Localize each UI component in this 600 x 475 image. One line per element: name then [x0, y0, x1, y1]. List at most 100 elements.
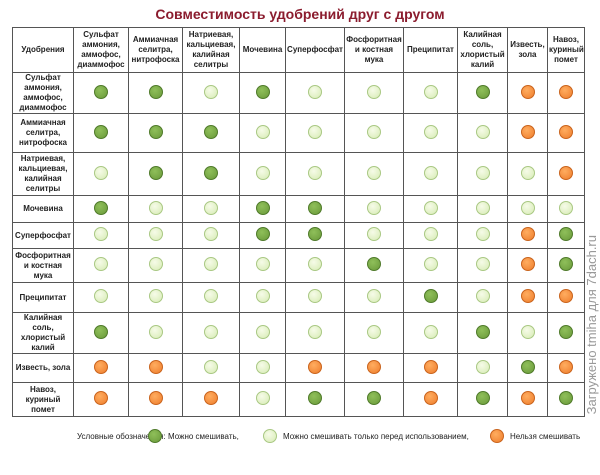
table-row: Суперфосфат — [12, 222, 585, 249]
compat-cell — [507, 72, 548, 114]
row-header: Преципитат — [12, 282, 74, 313]
light-green-dot-icon — [255, 359, 270, 374]
row-header: Мочевина — [12, 195, 74, 223]
legend-light-label: Можно смешивать только перед использован… — [283, 432, 469, 441]
light-green-dot-icon — [367, 324, 381, 339]
table-row: Калийная соль, хлористый калий — [12, 312, 585, 354]
compat-cell — [403, 312, 458, 354]
compat-cell — [73, 353, 129, 383]
green-dot-icon — [475, 84, 490, 99]
light-green-dot-icon — [559, 200, 573, 215]
light-green-dot-icon — [367, 84, 381, 99]
table-row: Сульфат аммония, аммофос, диаммофос — [12, 72, 585, 114]
light-green-dot-icon — [148, 324, 163, 339]
green-dot-icon — [520, 359, 535, 374]
green-dot-icon — [559, 324, 573, 339]
compat-cell — [457, 282, 508, 313]
table-row: Преципитат — [12, 282, 585, 313]
light-green-dot-icon — [204, 227, 218, 241]
orange-dot-icon — [94, 391, 108, 405]
compat-cell — [547, 282, 585, 313]
legend-orange-label: Нельзя смешивать — [510, 432, 581, 441]
compat-cell — [547, 353, 585, 383]
green-dot-icon — [308, 227, 322, 241]
compat-cell — [344, 312, 404, 354]
light-green-dot-icon — [94, 165, 108, 180]
compat-cell — [128, 248, 183, 283]
green-dot-icon — [204, 124, 218, 139]
orange-dot-icon — [204, 391, 218, 405]
compat-cell — [457, 195, 508, 223]
compat-cell — [73, 72, 129, 114]
orange-dot-icon — [94, 359, 108, 374]
compat-cell — [239, 248, 286, 283]
compat-cell — [457, 382, 508, 417]
green-dot-icon — [94, 324, 108, 339]
compat-cell — [285, 353, 345, 383]
column-header: Навоз, куриный помет — [547, 27, 585, 73]
compat-cell — [239, 113, 286, 153]
compat-cell — [73, 222, 129, 249]
light-green-dot-icon — [475, 200, 490, 215]
compat-cell — [344, 282, 404, 313]
green-dot-icon — [148, 124, 163, 139]
green-dot-icon — [559, 227, 573, 241]
light-green-dot-icon — [367, 124, 381, 139]
compat-cell — [182, 152, 240, 196]
legend-green-label: Можно смешивать, — [168, 432, 239, 441]
row-header: Известь, зола — [12, 353, 74, 383]
column-header: Натриевая, кальциевая, калийная селитры — [182, 27, 240, 73]
column-header: Сульфат аммония, аммофос, диаммофос — [73, 27, 129, 73]
light-green-dot-icon — [423, 84, 438, 99]
orange-dot-icon — [520, 257, 535, 271]
compat-cell — [182, 72, 240, 114]
row-header: Суперфосфат — [12, 222, 74, 249]
compat-cell — [182, 113, 240, 153]
compat-cell — [507, 382, 548, 417]
orange-dot-icon — [559, 165, 573, 180]
orange-dot-icon — [423, 359, 438, 374]
row-header: Калийная соль, хлористый калий — [12, 312, 74, 354]
compat-cell — [285, 312, 345, 354]
compat-cell — [344, 222, 404, 249]
compat-cell — [403, 72, 458, 114]
orange-dot-icon — [520, 84, 535, 99]
light-green-dot-icon — [204, 84, 218, 99]
corner-header: Удобрения — [12, 27, 74, 73]
green-dot-icon — [559, 257, 573, 271]
row-header: Сульфат аммония, аммофос, диаммофос — [12, 72, 74, 114]
header-row: Удобрения Сульфат аммония, аммофос, диам… — [12, 27, 585, 73]
green-dot-icon — [94, 124, 108, 139]
compat-cell — [128, 382, 183, 417]
light-green-dot-icon — [94, 289, 108, 303]
compat-cell — [239, 382, 286, 417]
column-header: Мочевина — [239, 27, 286, 73]
compat-cell — [239, 152, 286, 196]
green-dot-icon — [367, 257, 381, 271]
light-green-dot-icon — [423, 200, 438, 215]
green-dot-icon — [559, 391, 573, 405]
light-green-dot-icon — [255, 289, 270, 303]
light-green-dot-icon — [308, 257, 322, 271]
green-dot-icon — [204, 165, 218, 180]
compat-cell — [128, 152, 183, 196]
compat-cell — [457, 312, 508, 354]
light-green-dot-icon — [308, 165, 322, 180]
light-green-dot-icon — [520, 200, 535, 215]
compat-cell — [344, 152, 404, 196]
orange-dot-icon — [559, 359, 573, 374]
compat-cell — [344, 382, 404, 417]
orange-dot-icon — [559, 84, 573, 99]
column-header: Фосфоритная и костная мука — [344, 27, 404, 73]
light-green-dot-icon — [423, 257, 438, 271]
compat-cell — [507, 312, 548, 354]
compat-cell — [547, 152, 585, 196]
row-header: Натриевая, кальциевая, калийная селитры — [12, 152, 74, 196]
compat-cell — [403, 248, 458, 283]
green-dot-icon — [255, 200, 270, 215]
legend-title: Условные обозначения: — [77, 432, 166, 441]
compat-cell — [457, 72, 508, 114]
light-green-dot-icon — [94, 227, 108, 241]
light-green-dot-icon — [475, 227, 490, 241]
compat-cell — [507, 152, 548, 196]
